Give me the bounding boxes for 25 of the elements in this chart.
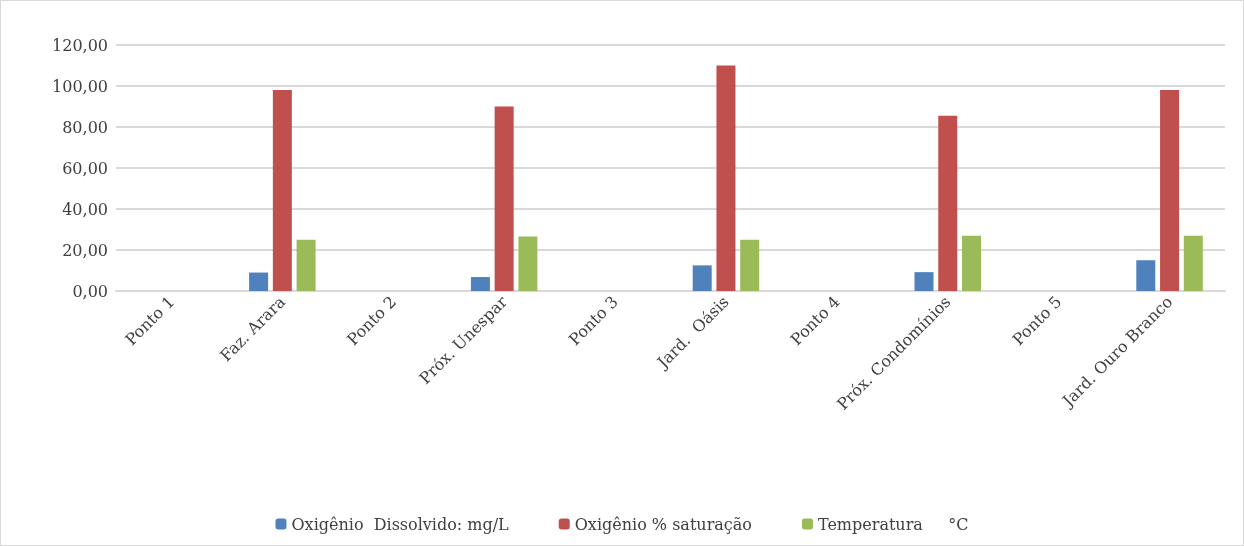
bar <box>470 277 490 291</box>
bar <box>1183 235 1203 291</box>
bar <box>296 239 316 291</box>
bar <box>249 272 269 291</box>
legend-label: Oxigênio % saturação <box>574 514 752 534</box>
y-tick-label: 120,00 <box>52 35 108 55</box>
bar <box>692 265 712 291</box>
bar <box>716 65 736 291</box>
bar <box>914 272 934 291</box>
y-tick-label: 40,00 <box>62 199 108 219</box>
bar <box>272 90 292 291</box>
y-tick-label: 0,00 <box>72 281 108 301</box>
bar <box>1136 260 1156 291</box>
y-tick-label: 80,00 <box>62 117 108 137</box>
bar <box>494 106 514 291</box>
bar <box>962 235 981 291</box>
y-tick-label: 60,00 <box>62 158 108 178</box>
legend-label: Temperatura °C <box>817 514 969 534</box>
legend-label: Oxigênio Dissolvido: mg/L <box>291 514 510 534</box>
y-tick-label: 20,00 <box>62 240 108 260</box>
bar <box>740 239 760 291</box>
bar <box>938 115 958 291</box>
bar <box>518 236 538 291</box>
bar <box>1160 90 1180 291</box>
y-tick-label: 100,00 <box>52 76 108 96</box>
